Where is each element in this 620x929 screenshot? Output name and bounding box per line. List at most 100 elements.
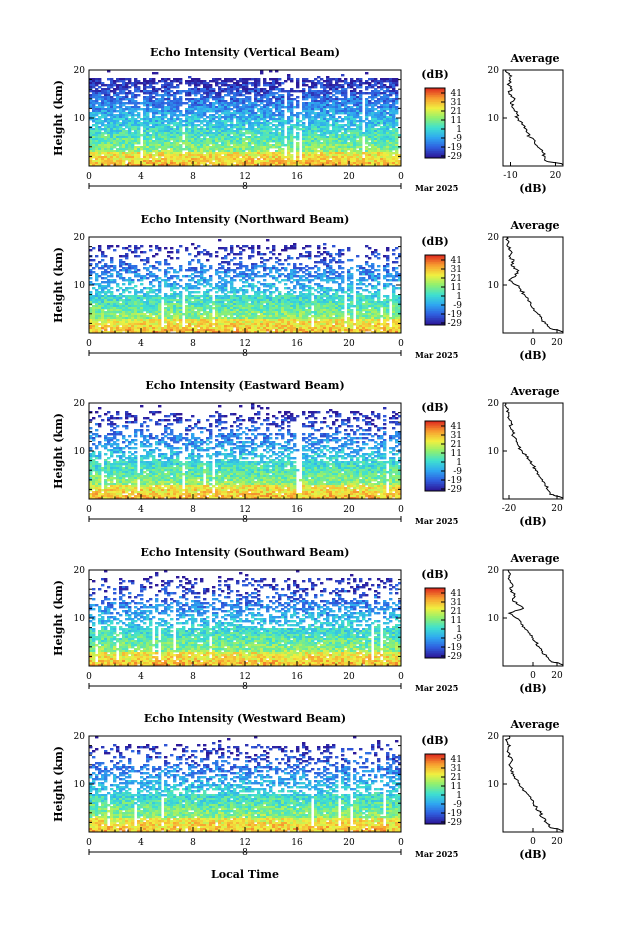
heatmap-cell (188, 124, 192, 127)
heatmap-cell (332, 136, 336, 139)
heatmap-cell (224, 122, 228, 125)
heatmap-cell (164, 164, 168, 166)
heatmap-cell (230, 122, 234, 125)
heatmap-cell (326, 122, 330, 125)
heatmap-cell (176, 100, 180, 103)
heatmap-cell (314, 116, 318, 119)
heatmap-cell (116, 329, 120, 332)
panel-0: Echo Intensity (Vertical Beam)2010Height… (52, 46, 564, 195)
heatmap-cell (386, 154, 390, 157)
heatmap-cell (173, 160, 177, 163)
heatmap-cell (113, 108, 117, 111)
heatmap-cell (170, 247, 174, 250)
heatmap-cell (263, 122, 267, 125)
heatmap-cell (116, 86, 120, 89)
heatmap-cell (233, 114, 237, 117)
heatmap-cell (386, 138, 390, 141)
heatmap-cell (212, 154, 216, 157)
heatmap-cell (191, 297, 195, 300)
heatmap-cell (281, 144, 285, 147)
heatmap-cell (395, 102, 399, 105)
heatmap-cell (323, 102, 327, 105)
heatmap-cell (161, 84, 165, 87)
heatmap-cell (92, 86, 96, 89)
colorbar-tick-label: 31 (451, 98, 462, 108)
heatmap-cell (356, 92, 360, 95)
heatmap-cell (380, 120, 384, 123)
heatmap-cell (320, 104, 324, 107)
heatmap-cell (185, 140, 189, 143)
heatmap-cell (374, 116, 378, 119)
heatmap-cell (209, 94, 213, 97)
heatmap-cell (365, 164, 369, 166)
heatmap-cell (113, 315, 117, 318)
heatmap-cell (182, 148, 186, 151)
heatmap-cell (368, 122, 372, 125)
heatmap-cell (164, 114, 168, 117)
heatmap-cell (311, 102, 315, 105)
heatmap-cell (137, 309, 141, 312)
heatmap-cell (92, 134, 96, 137)
heatmap-cell (185, 321, 189, 324)
heatmap-cell (143, 120, 147, 123)
heatmap-cell (110, 126, 114, 129)
heatmap-cell (359, 80, 363, 83)
heatmap-cell (164, 94, 168, 97)
heatmap-cell (380, 158, 384, 161)
heatmap-cell (101, 152, 105, 155)
heatmap-cell (335, 92, 339, 95)
heatmap-cell (188, 90, 192, 93)
heatmap-cell (161, 154, 165, 157)
heatmap-cell (116, 319, 120, 322)
heatmap-cell (116, 126, 120, 129)
heatmap-cell (272, 124, 276, 127)
heatmap-cell (176, 136, 180, 139)
heatmap-cell (305, 156, 309, 159)
heatmap-cell (152, 309, 156, 312)
heatmap-cell (92, 311, 96, 314)
heatmap-cell (272, 120, 276, 123)
heatmap-cell (149, 273, 153, 276)
heatmap-cell (113, 124, 117, 127)
heatmap-cell (194, 287, 198, 290)
heatmap-cell (89, 273, 93, 276)
heatmap-cell (206, 299, 210, 302)
heatmap-cell (290, 134, 294, 137)
heatmap-cell (119, 148, 123, 151)
heatmap-cell (161, 136, 165, 139)
heatmap-cell (176, 150, 180, 153)
heatmap-cell (197, 114, 201, 117)
heatmap-cell (248, 162, 252, 165)
heatmap-cell (149, 325, 153, 328)
heatmap-cell (137, 146, 141, 149)
heatmap-cell (119, 110, 123, 113)
heatmap-cell (200, 303, 204, 306)
heatmap-cell (317, 160, 321, 163)
heatmap-cell (197, 130, 201, 133)
heatmap-cell (263, 124, 267, 127)
heatmap-cell (311, 104, 315, 107)
heatmap-cell (272, 104, 276, 107)
heatmap-cell (329, 80, 333, 83)
heatmap-cell (239, 108, 243, 111)
heatmap-cell (320, 128, 324, 131)
heatmap-cell (386, 78, 390, 81)
heatmap-cell (368, 110, 372, 113)
heatmap-cell (386, 122, 390, 125)
heatmap-cell (113, 84, 117, 87)
heatmap-cell (173, 315, 177, 318)
heatmap-cell (92, 331, 96, 333)
heatmap-cell (374, 102, 378, 105)
heatmap-cell (296, 104, 300, 107)
heatmap-cell (314, 124, 318, 127)
heatmap-cell (164, 140, 168, 143)
heatmap-cell (125, 319, 129, 322)
heatmap-cell (137, 132, 141, 135)
heatmap-cell (335, 102, 339, 105)
heatmap-cell (398, 154, 401, 157)
heatmap-cell (305, 162, 309, 165)
heatmap-cell (200, 325, 204, 328)
heatmap-cell (185, 325, 189, 328)
heatmap-cell (128, 158, 132, 161)
heatmap-cell (251, 104, 255, 107)
